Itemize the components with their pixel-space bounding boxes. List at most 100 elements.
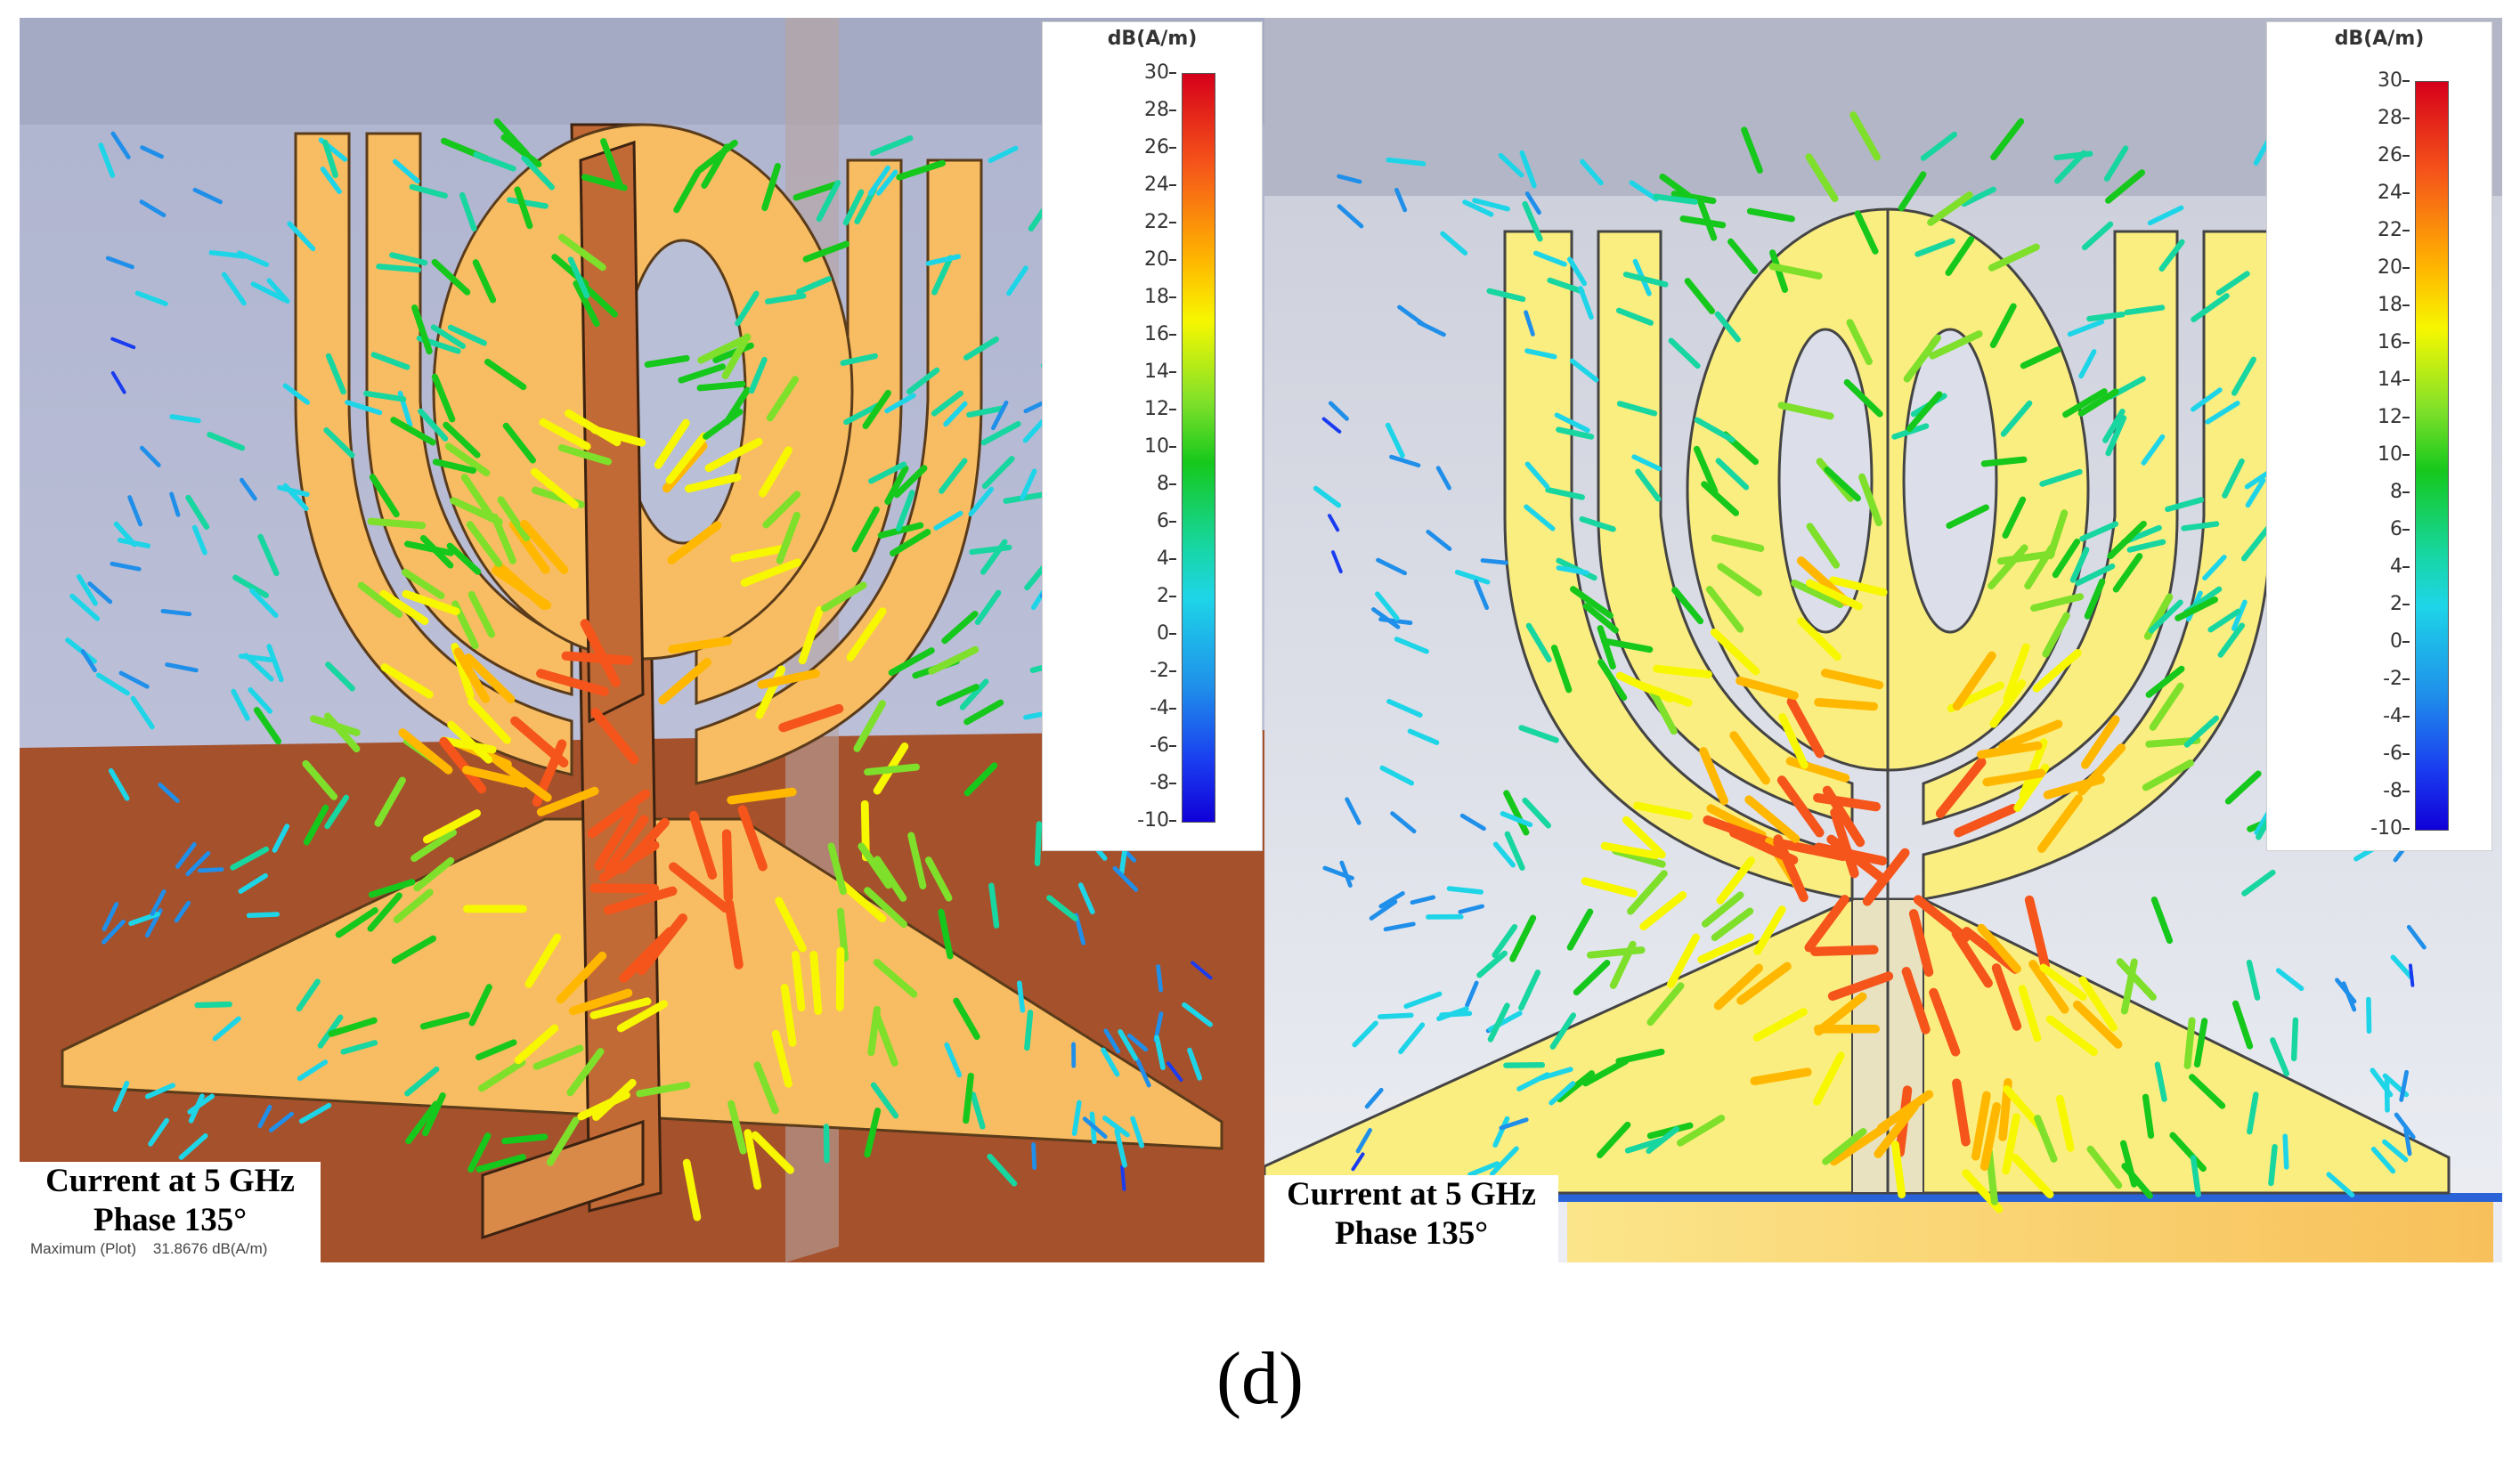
current-arrow [2120,958,2138,1015]
current-arrow [636,1081,691,1098]
current-arrow [108,767,130,801]
current-arrow [1328,514,1340,532]
current-arrow [1024,1010,1034,1051]
current-arrow [192,187,223,205]
plot-maximum: Maximum (Plot) 31.8676 dB(A/m) [20,1240,321,1258]
current-arrow [1394,637,1429,654]
current-arrow [110,561,142,572]
current-arrow [144,1083,176,1100]
current-arrow [2119,1140,2138,1188]
current-arrow [1006,265,1028,296]
current-arrow [1385,422,1405,459]
current-arrow [775,897,807,953]
current-arrow [1750,1067,1812,1086]
current-arrow [392,158,420,184]
current-arrow [368,879,416,898]
current-arrow [1635,468,1662,502]
current-arrow [1580,158,1604,186]
current-arrow [1989,679,2027,728]
current-arrow [2149,682,2184,731]
legend-tick-label: -8 [1045,774,1176,793]
current-arrow [1532,250,1567,267]
legend-tick-label: 2 [2278,595,2410,614]
current-arrow [616,1000,668,1033]
current-arrow [1581,877,1638,898]
current-arrow [884,465,909,506]
current-arrow [444,442,491,477]
current-arrow [2189,1074,2226,1109]
ring-slot-left [1777,328,1874,634]
current-arrow [405,1100,440,1145]
current-arrow [589,883,660,894]
current-arrow [367,892,402,932]
current-arrow [1379,765,1415,786]
plot-maximum-label: Maximum (Plot) [30,1240,137,1257]
current-arrow [667,521,722,564]
current-arrow [1935,757,1987,819]
current-arrow [238,653,274,662]
current-arrow [944,1042,963,1078]
current-arrow [895,490,915,532]
legend-tick-label: 16 [2278,333,2410,353]
legend-tick-label: 30 [2278,71,2410,91]
current-arrow [1369,899,1398,921]
current-arrow [874,856,907,902]
current-arrow [931,255,954,296]
current-arrow [328,1017,378,1037]
current-arrow [391,935,437,964]
current-arrow [530,467,580,509]
current-arrow [2382,1139,2409,1163]
current-arrow [1777,402,1834,420]
current-arrow [988,882,1000,929]
current-arrow [730,544,787,563]
current-arrow [422,809,481,844]
current-arrow [1829,576,1888,596]
current-arrow [1706,804,1767,840]
current-arrow [335,907,378,938]
current-arrow [2217,622,2246,658]
left-outer-arm [294,132,573,776]
current-arrow [1378,617,1413,625]
current-arrow [868,461,907,484]
current-arrow [467,1132,492,1173]
current-arrow [1524,310,1535,337]
current-arrow [484,358,527,391]
current-arrow [1486,288,1526,303]
current-arrow [1705,586,1744,633]
current-arrow [248,687,273,714]
current-arrow [1804,895,1849,953]
current-arrow [1908,909,1934,978]
current-arrow [1492,923,1518,958]
current-arrow [776,511,801,564]
current-arrow [751,1131,794,1174]
current-arrow [1666,933,1700,989]
current-arrow [1547,277,1585,295]
current-arrow [2224,770,2262,805]
current-arrow [1998,719,2063,751]
current-arrow [390,417,436,446]
current-arrow [1554,412,1590,434]
legend-tick-label: 12 [1045,400,1176,419]
current-arrow [1668,337,1701,369]
current-arrow [953,997,980,1041]
legend-tick-label: 8 [1045,475,1176,494]
current-arrow [703,408,744,440]
current-arrow [1979,1101,2002,1172]
current-arrow [1020,468,1037,501]
current-arrow [1631,454,1662,472]
current-arrow [2078,976,2118,1032]
current-arrow [858,842,892,889]
current-arrow [467,697,511,744]
figure-label: (d) [1216,1337,1304,1420]
current-arrow [2105,415,2127,457]
current-arrow [230,846,270,871]
current-arrow [1629,180,1659,202]
left-outer-arm [1503,230,1854,901]
current-arrow [1524,504,1556,532]
current-arrow [1426,529,1452,551]
current-arrow [604,815,649,873]
current-arrow [1744,795,1801,843]
current-arrow [1746,207,1795,223]
current-arrow [2116,958,2157,1001]
current-arrow [472,259,497,304]
